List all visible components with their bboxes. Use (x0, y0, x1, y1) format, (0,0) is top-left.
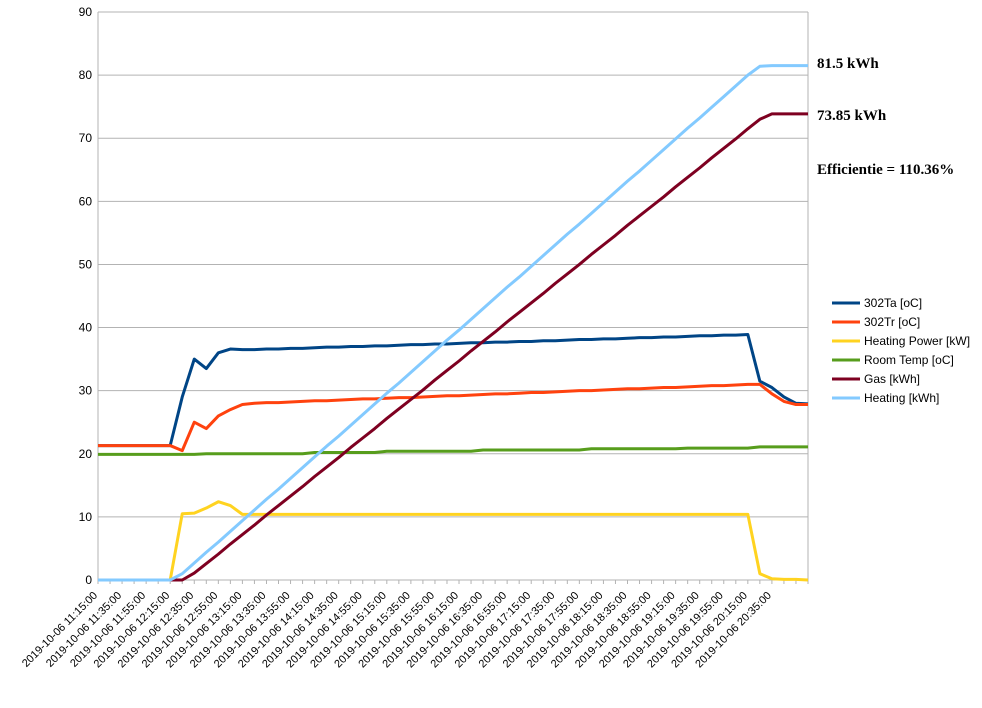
y-tick-label: 40 (79, 321, 93, 335)
legend-label: 302Tr [oC] (864, 315, 920, 329)
y-tick-label: 90 (79, 5, 93, 19)
y-tick-label: 30 (79, 384, 93, 398)
y-tick-label: 0 (85, 573, 92, 587)
y-tick-label: 80 (79, 68, 93, 82)
y-tick-label: 60 (79, 194, 93, 208)
y-tick-label: 70 (79, 131, 93, 145)
legend-label: 302Ta [oC] (864, 296, 922, 310)
legend-label: Room Temp [oC] (864, 353, 954, 367)
series-line (98, 333, 809, 448)
series-line (98, 112, 808, 582)
annotation: Efficientie = 110.36% (817, 162, 954, 178)
y-tick-label: 10 (79, 510, 93, 524)
series-line (98, 500, 809, 582)
annotation: 73.85 kWh (817, 108, 887, 124)
series-line (98, 382, 808, 453)
y-tick-label: 50 (79, 257, 93, 271)
y-tick-label: 20 (79, 447, 93, 461)
series-line (98, 445, 808, 456)
legend-label: Heating Power [kW] (864, 334, 970, 348)
legend-label: Gas [kWh] (864, 372, 920, 386)
legend-label: Heating [kWh] (864, 391, 939, 405)
annotation: 81.5 kWh (817, 56, 879, 72)
series-line (98, 64, 808, 582)
